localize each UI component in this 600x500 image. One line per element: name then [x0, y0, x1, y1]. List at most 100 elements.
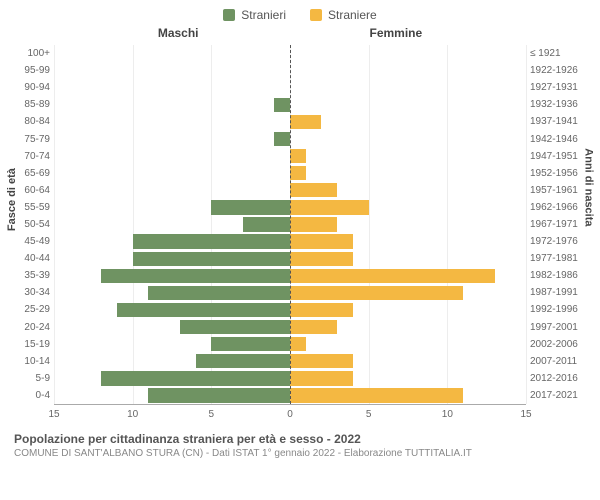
bar-male — [196, 354, 290, 368]
bar-half-female — [290, 336, 526, 353]
bar-male — [148, 286, 290, 300]
bar-male — [133, 234, 290, 248]
header-labels: Maschi Femmine — [54, 26, 526, 44]
bar-female — [290, 234, 353, 248]
bar-male — [274, 98, 290, 112]
bar-female — [290, 115, 321, 129]
bar-half-male — [54, 250, 290, 267]
age-label: 5-9 — [10, 373, 50, 384]
bar-half-male — [54, 45, 290, 62]
bar-male — [148, 388, 290, 402]
legend: Stranieri Straniere — [0, 0, 600, 26]
year-label: 1977-1981 — [530, 253, 590, 264]
year-label: 1957-1961 — [530, 185, 590, 196]
header-female: Femmine — [369, 26, 422, 40]
bar-half-female — [290, 370, 526, 387]
bar-half-male — [54, 336, 290, 353]
age-label: 85-89 — [10, 99, 50, 110]
year-label: 1997-2001 — [530, 322, 590, 333]
bar-male — [211, 337, 290, 351]
bar-half-female — [290, 319, 526, 336]
year-label: 2002-2006 — [530, 339, 590, 350]
bar-half-male — [54, 148, 290, 165]
age-label: 55-59 — [10, 202, 50, 213]
year-label: 1987-1991 — [530, 287, 590, 298]
age-label: 100+ — [10, 48, 50, 59]
age-label: 35-39 — [10, 270, 50, 281]
bar-male — [117, 303, 290, 317]
legend-label-male: Stranieri — [241, 8, 286, 22]
age-label: 10-14 — [10, 356, 50, 367]
bar-half-male — [54, 387, 290, 404]
bar-half-female — [290, 233, 526, 250]
bar-half-female — [290, 216, 526, 233]
bar-half-female — [290, 353, 526, 370]
bar-half-female — [290, 113, 526, 130]
legend-item-female: Straniere — [310, 8, 377, 22]
x-tick: 15 — [48, 409, 59, 420]
bar-half-male — [54, 284, 290, 301]
year-label: 2007-2011 — [530, 356, 590, 367]
bar-female — [290, 320, 337, 334]
bar-female — [290, 303, 353, 317]
bar-female — [290, 200, 369, 214]
bar-female — [290, 371, 353, 385]
age-label: 75-79 — [10, 134, 50, 145]
bar-half-female — [290, 182, 526, 199]
bar-half-male — [54, 216, 290, 233]
bar-male — [101, 371, 290, 385]
age-label: 15-19 — [10, 339, 50, 350]
legend-item-male: Stranieri — [223, 8, 286, 22]
bar-half-female — [290, 301, 526, 318]
year-label: 2012-2016 — [530, 373, 590, 384]
bar-female — [290, 337, 306, 351]
bar-half-female — [290, 79, 526, 96]
year-label: 1982-1986 — [530, 270, 590, 281]
year-label: 2017-2021 — [530, 390, 590, 401]
bar-half-male — [54, 130, 290, 147]
chart-area: Maschi Femmine 100+≤ 192195-991922-19269… — [54, 26, 526, 426]
bar-female — [290, 149, 306, 163]
age-label: 50-54 — [10, 219, 50, 230]
age-label: 90-94 — [10, 82, 50, 93]
year-label: 1927-1931 — [530, 82, 590, 93]
chart-container: Fasce di età Anni di nascita Stranieri S… — [0, 0, 600, 500]
x-tick: 15 — [520, 409, 531, 420]
age-label: 45-49 — [10, 236, 50, 247]
bar-half-female — [290, 130, 526, 147]
bar-male — [133, 252, 290, 266]
bar-half-female — [290, 96, 526, 113]
bar-female — [290, 217, 337, 231]
bar-half-male — [54, 353, 290, 370]
bar-half-female — [290, 284, 526, 301]
year-label: 1942-1946 — [530, 134, 590, 145]
age-label: 40-44 — [10, 253, 50, 264]
bar-half-female — [290, 387, 526, 404]
age-label: 60-64 — [10, 185, 50, 196]
bar-male — [243, 217, 290, 231]
year-label: 1922-1926 — [530, 65, 590, 76]
legend-swatch-female — [310, 9, 322, 21]
plot: 100+≤ 192195-991922-192690-941927-193185… — [54, 44, 526, 404]
year-label: 1967-1971 — [530, 219, 590, 230]
bar-half-male — [54, 96, 290, 113]
x-tick: 0 — [287, 409, 293, 420]
chart-subtitle: COMUNE DI SANT'ALBANO STURA (CN) - Dati … — [14, 448, 586, 459]
bar-half-male — [54, 267, 290, 284]
bar-half-female — [290, 45, 526, 62]
age-label: 20-24 — [10, 322, 50, 333]
bar-half-male — [54, 199, 290, 216]
header-male: Maschi — [158, 26, 199, 40]
bar-female — [290, 286, 463, 300]
bar-half-male — [54, 233, 290, 250]
x-tick: 10 — [127, 409, 138, 420]
age-label: 30-34 — [10, 287, 50, 298]
bar-female — [290, 269, 495, 283]
year-label: ≤ 1921 — [530, 48, 590, 59]
year-label: 1932-1936 — [530, 99, 590, 110]
bar-half-male — [54, 79, 290, 96]
year-label: 1962-1966 — [530, 202, 590, 213]
age-label: 70-74 — [10, 151, 50, 162]
bar-half-female — [290, 165, 526, 182]
bar-half-male — [54, 370, 290, 387]
